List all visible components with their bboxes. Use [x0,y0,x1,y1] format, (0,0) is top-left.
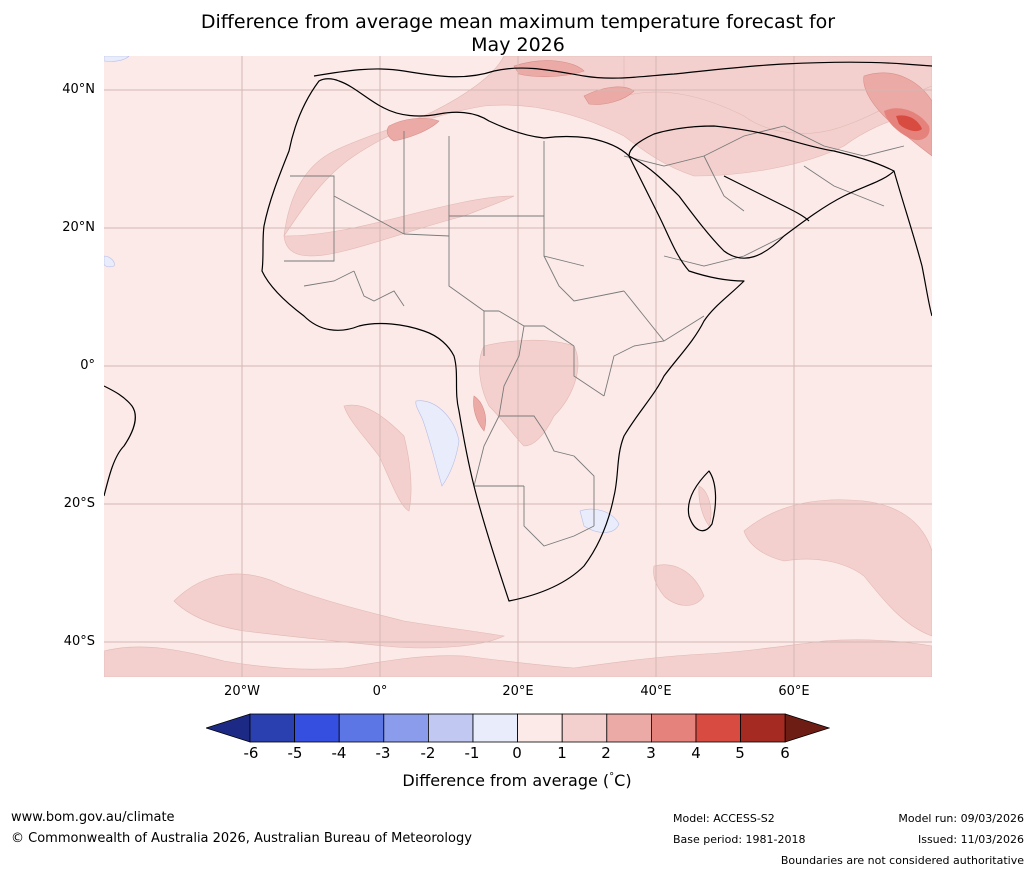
lat-label-40n: 40°N [62,82,95,97]
footer-model-run: Model run: 09/03/2026 [898,812,1024,825]
anomaly-negative-regions [104,56,620,533]
coastlines [104,61,932,602]
colorbar-tick-label: 4 [691,744,701,762]
lat-label-40s: 40°S [63,634,95,649]
colorbar-tick-label: -5 [287,744,303,762]
colorbar-cell [517,713,563,743]
atlas-warm-patch [386,117,440,142]
footer-disclaimer: Boundaries are not considered authoritat… [780,854,1024,867]
madagascar-region [698,485,712,527]
anomaly-hotspot [884,108,930,141]
colorbar-tick-label: 0 [512,744,522,762]
congo-warm-patch [473,395,486,432]
lon-label-20w: 20°W [224,684,260,699]
angola-coast-cool-patch [415,400,460,487]
colorbar-extend-low [206,713,251,743]
southern-ocean-region [104,639,932,677]
colorbar [206,713,830,743]
colorbar-tick-label: 1 [557,744,567,762]
indian-ocean-region [743,499,932,637]
colorbar-tick-label: -6 [243,744,259,762]
colorbar-extend-high [784,713,830,743]
footer-base-period: Base period: 1981-2018 [673,833,806,846]
lon-label-20e: 20°E [502,684,534,699]
arabia-coastline [628,125,895,259]
colorbar-cell [294,713,340,743]
footer-issued: Issued: 11/03/2026 [917,833,1024,846]
colorbar-cell [606,713,652,743]
colorbar-tick-label: -1 [464,744,480,762]
colorbar-cell [427,713,474,743]
colorbar-tick-label: 5 [735,744,745,762]
colorbar-tick-label: -4 [331,744,347,762]
chart-title-line-1: Difference from average mean maximum tem… [200,11,836,33]
anomaly-1-2-regions [104,56,932,677]
colorbar-tick-label: 3 [646,744,656,762]
himalaya-hotspot-4-5 [896,115,922,132]
colorbar-cell [695,713,741,743]
west-cool-patch [104,255,115,268]
footer-copyright: © Commonwealth of Australia 2026, Austra… [11,831,472,846]
colorbar-title: Difference from average (°C) [402,771,632,790]
lat-label-equator: 0° [80,358,95,373]
anatolia-warm-patch [583,86,635,105]
india-coastline [893,170,932,317]
colorbar-cell [383,713,429,743]
colorbar-cell [472,713,518,743]
mediterranean-north-coastline [313,61,932,79]
colorbar-cell [338,713,385,743]
forecast-map [104,56,932,677]
lon-label-40e: 40°E [640,684,672,699]
west-atlantic-region [343,404,412,512]
madagascar-coastline [687,470,717,532]
graticule [104,56,932,677]
west-sahara-region [283,195,515,257]
africa-coastline [261,78,745,602]
colorbar-cell [561,713,608,743]
lat-label-20s: 20°S [63,496,95,511]
footer-model: Model: ACCESS-S2 [673,812,775,825]
colorbar-tick-label: -2 [420,744,436,762]
chart-title-line-2: May 2026 [471,34,565,56]
lon-label-60e: 60°E [778,684,810,699]
colorbar-tick-label: 2 [601,744,611,762]
country-borders [284,125,905,547]
south-atlantic-region [173,573,505,649]
colorbar-cell [740,713,786,743]
south-america-coastline [104,385,136,497]
colorbar-tick-label: -3 [375,744,391,762]
lat-label-20n: 20°N [62,220,95,235]
colorbar-cell [650,713,697,743]
footer-website-link[interactable]: www.bom.gov.au/climate [11,810,175,825]
lon-label-0: 0° [372,684,388,699]
colorbar-tick-label: 6 [780,744,790,762]
persian-gulf-coastline [723,175,810,222]
north-atlantic-cool-patch [104,56,130,62]
colorbar-cells [206,713,830,743]
colorbar-cell [249,713,295,743]
